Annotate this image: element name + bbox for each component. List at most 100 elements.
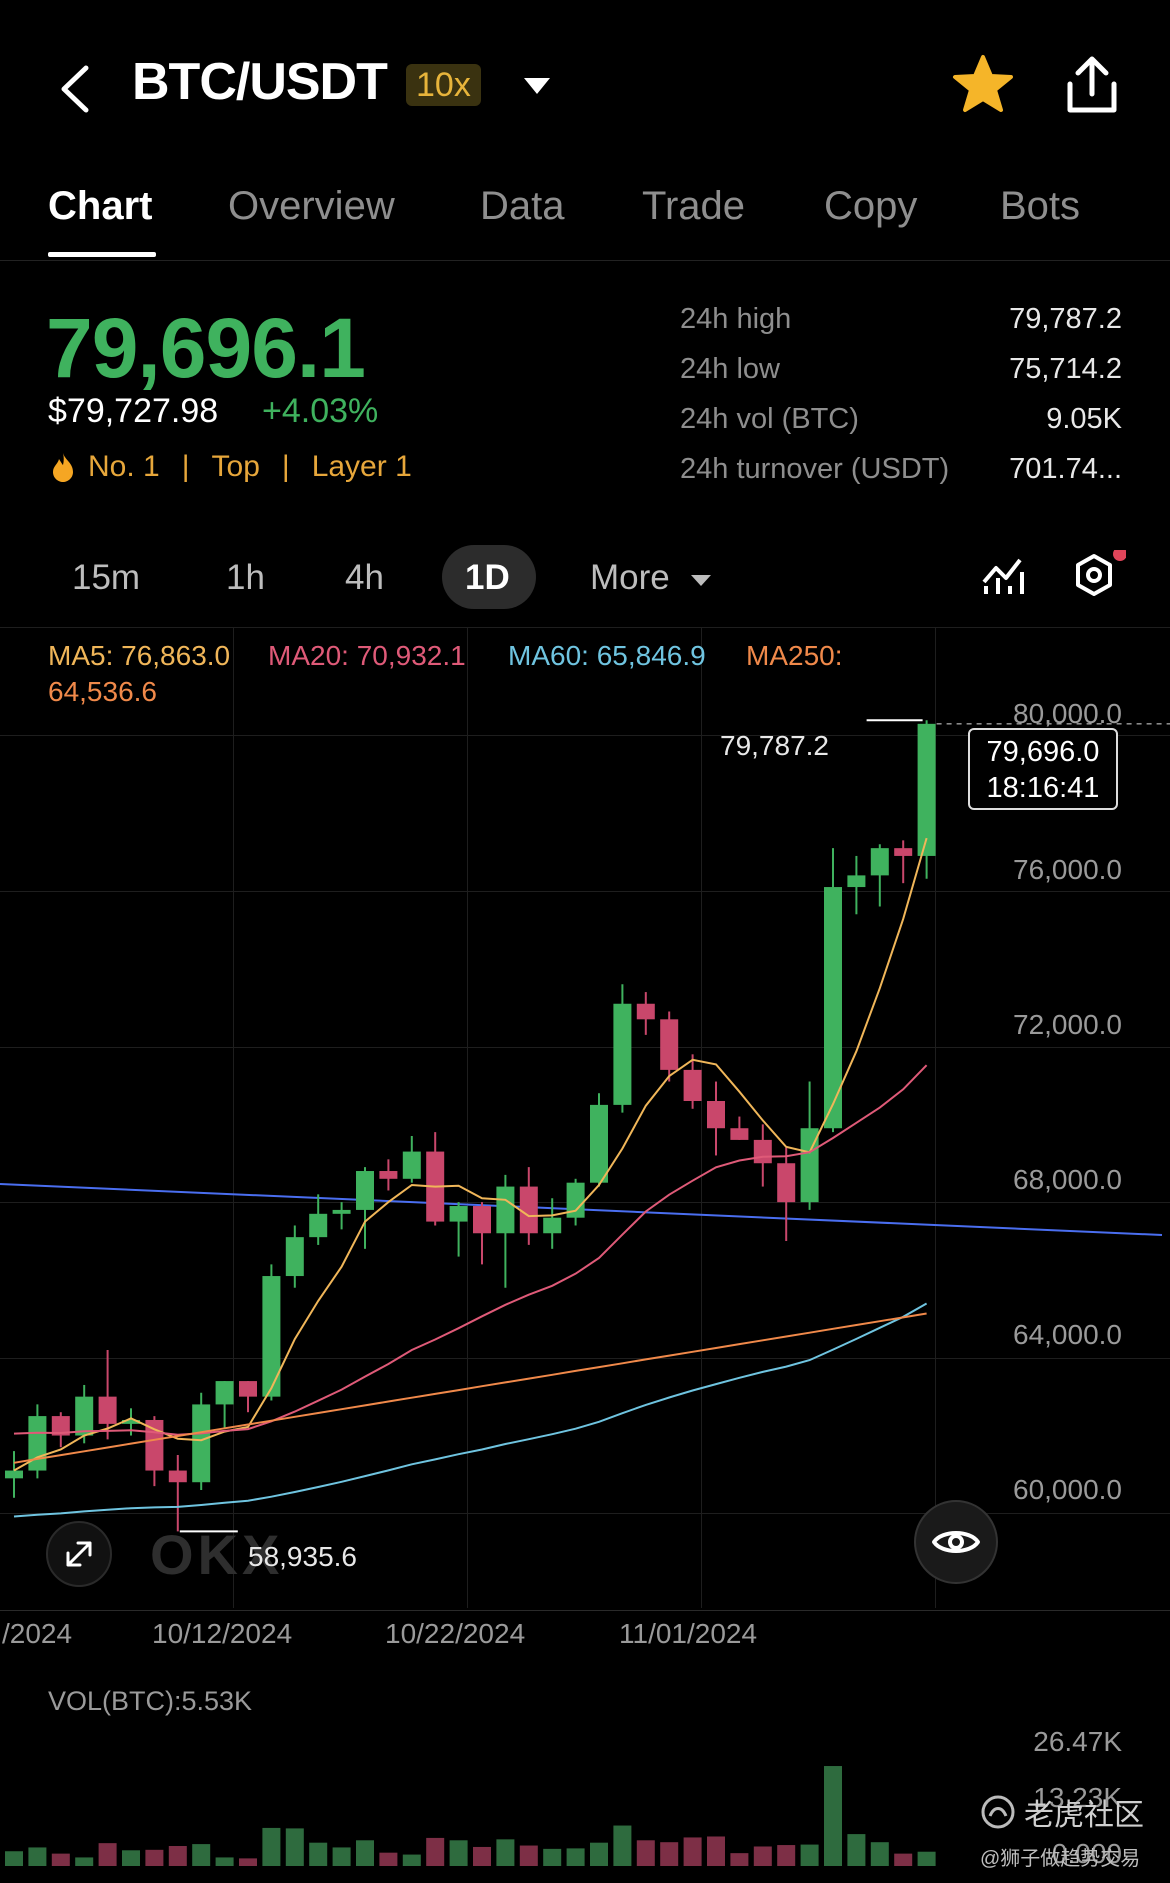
- eye-icon: [932, 1531, 980, 1553]
- candle-body: [800, 1128, 819, 1203]
- candle-body: [309, 1213, 328, 1238]
- candle-body: [519, 1186, 538, 1234]
- candle-body: [379, 1171, 398, 1179]
- candle-body: [168, 1470, 187, 1483]
- candle: [309, 1194, 328, 1245]
- y-tick: 76,000.0: [1013, 854, 1122, 885]
- volume-bar: [379, 1852, 398, 1866]
- tag-top[interactable]: Top: [211, 450, 260, 483]
- candle-body: [262, 1276, 281, 1397]
- timeframe-more[interactable]: More: [590, 558, 713, 598]
- ma250-line: [13, 1312, 927, 1464]
- tab-copy[interactable]: Copy: [824, 184, 918, 228]
- pair-title[interactable]: BTC/USDT: [132, 53, 388, 111]
- candle-body: [145, 1419, 164, 1471]
- candle-body: [847, 875, 866, 888]
- tab-data[interactable]: Data: [480, 184, 565, 228]
- volume-bar: [777, 1845, 796, 1866]
- candle-body: [122, 1419, 140, 1424]
- candle: [566, 1178, 585, 1226]
- chart-settings-button[interactable]: [1070, 547, 1127, 609]
- candle: [683, 1054, 702, 1109]
- stat-value: 9.05K: [1046, 403, 1122, 435]
- back-button[interactable]: [56, 62, 96, 116]
- tab-bots[interactable]: Bots: [1000, 184, 1081, 228]
- candle-body: [824, 887, 842, 1129]
- candle: [473, 1202, 491, 1265]
- volume-bar: [473, 1846, 491, 1866]
- timeframe-1d[interactable]: 1D: [465, 558, 510, 597]
- more-label: More: [590, 558, 670, 597]
- volume-bar: [239, 1858, 257, 1866]
- volume-bar: [285, 1828, 304, 1866]
- y-tick: 60,000.0: [1013, 1474, 1122, 1505]
- candle: [262, 1264, 281, 1401]
- candle-body: [473, 1206, 491, 1234]
- stat-value: 701.74...: [1009, 453, 1122, 485]
- ma60-label: MA60: 65,846.9: [508, 640, 706, 671]
- ma250-value: 64,536.6: [48, 676, 157, 707]
- fullscreen-button[interactable]: [46, 1521, 112, 1587]
- candle: [847, 855, 866, 915]
- volume-bar: [75, 1857, 94, 1866]
- timeframe-15m[interactable]: 15m: [72, 558, 141, 597]
- volume-bar: [28, 1847, 47, 1866]
- stat-label: 24h vol (BTC): [680, 403, 859, 435]
- candle: [753, 1124, 772, 1187]
- tag-layer[interactable]: Layer 1: [311, 450, 412, 483]
- candle: [777, 1147, 796, 1242]
- x-tick: /2024: [2, 1618, 73, 1649]
- volume-bar: [168, 1846, 187, 1866]
- fire-icon: [53, 453, 73, 482]
- favorite-button[interactable]: [952, 54, 1014, 119]
- volume-bar: [192, 1844, 211, 1866]
- indicators-button[interactable]: [980, 552, 1026, 603]
- timeframe-4h[interactable]: 4h: [345, 558, 384, 597]
- tab-chart[interactable]: Chart: [48, 184, 153, 228]
- volume-bar: [145, 1849, 164, 1866]
- tag-rank[interactable]: No. 1: [88, 450, 160, 483]
- candle-body: [707, 1101, 725, 1129]
- stat-label: 24h low: [680, 353, 780, 385]
- volume-bar: [122, 1850, 140, 1866]
- candle-body: [566, 1182, 585, 1218]
- current-price-box: 79,696.0 18:16:41: [968, 728, 1118, 810]
- candle: [894, 840, 913, 884]
- volume-bar: [636, 1840, 655, 1866]
- candle: [707, 1081, 725, 1156]
- ma60-line: [13, 1302, 928, 1518]
- candle-body: [449, 1206, 468, 1222]
- candlestick-chart[interactable]: [0, 628, 1170, 1608]
- volume-bar: [800, 1844, 819, 1866]
- candle-body: [730, 1128, 749, 1140]
- caret-down-icon: [691, 574, 712, 586]
- timeframe-1h[interactable]: 1h: [226, 558, 265, 597]
- stat-value: 79,787.2: [1009, 303, 1122, 335]
- volume-bar: [894, 1853, 913, 1866]
- candle-body: [5, 1470, 23, 1479]
- candle-body: [332, 1209, 351, 1214]
- candle-body: [636, 1003, 655, 1020]
- share-button[interactable]: [1064, 54, 1120, 121]
- candle: [5, 1451, 23, 1498]
- stat-label: 24h turnover (USDT): [680, 453, 950, 485]
- candle: [98, 1349, 117, 1440]
- tab-trade[interactable]: Trade: [642, 184, 746, 228]
- visibility-toggle-button[interactable]: [914, 1500, 998, 1584]
- expand-icon: [66, 1541, 92, 1567]
- candle-body: [215, 1381, 234, 1405]
- volume-bar: [309, 1842, 328, 1866]
- leverage-badge: 10x: [406, 64, 481, 106]
- candle: [75, 1384, 94, 1444]
- tab-overview[interactable]: Overview: [228, 184, 395, 228]
- candle: [870, 844, 889, 907]
- candle: [51, 1412, 70, 1448]
- x-tick: 10/22/2024: [385, 1618, 526, 1649]
- candle-body: [98, 1396, 117, 1424]
- candle: [168, 1454, 187, 1532]
- pair-dropdown-button[interactable]: [522, 74, 552, 103]
- high-marker-label: 79,787.2: [720, 730, 829, 761]
- candle-body: [870, 848, 889, 876]
- stat-value: 75,714.2: [1009, 353, 1122, 385]
- volume-tick: 26.47K: [1033, 1726, 1122, 1757]
